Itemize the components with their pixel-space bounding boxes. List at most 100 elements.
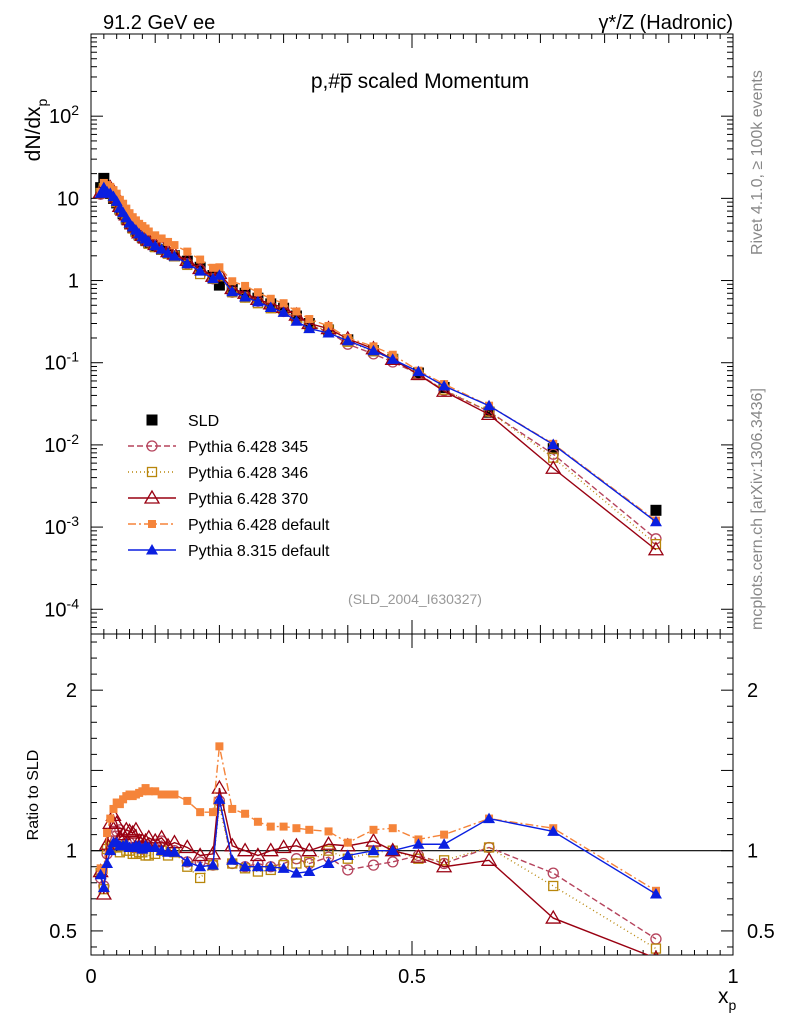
ratio-point-p6def [183,796,192,805]
data-point-p6def [125,209,134,218]
ratio-point-p370 [480,852,498,866]
legend-label-p370: Pythia 6.428 370 [188,491,308,508]
ratio-point-p8def [94,868,107,880]
ratio-point-p6def [109,804,118,813]
data-point-p6def [279,299,288,308]
data-point-p6def [122,204,131,213]
legend-label-p8def: Pythia 8.315 default [188,543,330,560]
legend-marker-p370 [143,489,161,504]
series-line-p345 [99,186,657,540]
ratio-point-p6def [266,822,275,831]
ratio-line-p345 [99,800,657,940]
header-energy-label: 91.2 GeV ee [103,12,215,34]
data-point-p8def [142,235,155,247]
ratio-point-p8def [213,793,226,804]
ratio-point-p8def [97,881,110,893]
ratio-line-p370 [99,787,650,955]
ratio-point-p6def [170,790,179,799]
data-point-p6def [292,307,301,316]
ratio-point-p370 [288,837,305,852]
ratio-point-p6def [208,808,217,817]
data-point-p346 [650,538,662,550]
legend-marker-p8def [146,544,158,555]
data-point-p6def [196,255,205,264]
header-process-label: γ*/Z (Hadronic) [599,12,733,34]
ratio-point-p8def [168,846,181,857]
chart-title: p,#p̅ scaled Momentum [311,70,529,93]
ratio-line-p346 [99,805,657,950]
data-point-p8def [168,250,181,261]
side-label-rivet: Rivet 4.1.0, ≥ 100k events [749,70,766,255]
ratio-point-p6def [324,827,333,836]
ratio-point-p6def [196,808,205,817]
legend-marker-p346 [146,466,158,478]
data-point-p8def [251,295,264,307]
ratio-point-p370 [410,848,427,863]
ratio-point-p370 [435,858,453,873]
y-tick-label: 10-3 [44,513,79,539]
ratio-point-p8def [277,862,290,873]
series-line-p346 [100,187,657,545]
ratio-point-p370 [262,842,279,857]
ratio-point-p6def [215,742,224,751]
ratio-point-p370 [95,885,112,900]
data-point-p8def [277,306,290,317]
ratio-point-p8def [239,860,252,872]
data-point-p8def [303,322,316,334]
data-point-p6def [215,263,224,272]
ratio-point-p6def [292,824,301,833]
ratio-line-p6def [100,746,657,892]
side-label-mcplots: mcplots.cern.ch [arXiv:1306.3436] [749,388,766,630]
ratio-point-p6def [388,824,397,833]
ratio-point-p6def [440,830,449,839]
ratio-point-p8def [367,844,380,856]
ratio-point-p6def [369,825,378,834]
ratio-point-p6def [157,790,166,799]
x-tick-label: 1 [727,966,738,988]
ratio-point-p370 [127,821,145,836]
ratio-point-p8def [101,857,114,869]
data-point-p6def [183,247,192,256]
ratio-y-tick-label-right: 2 [747,680,758,702]
data-point-p8def [181,257,194,269]
data-point-p8def [149,239,162,251]
ratio-point-p8def [483,812,496,824]
ratio-point-p6def [343,838,352,847]
ratio-y-tick-label: 2 [66,680,77,702]
ratio-point-p346 [650,943,662,954]
data-point-SLD [650,504,662,516]
ratio-point-p345 [342,864,354,876]
data-point-p6def [112,189,121,198]
data-point-p6def [266,294,275,303]
data-point-p370 [480,406,498,421]
ratio-point-p8def [412,838,425,849]
data-point-p8def [367,344,380,356]
ratio-point-p370 [153,829,170,844]
data-point-p8def [155,243,168,254]
ratio-point-p6def [151,787,160,796]
ratio-point-p370 [275,839,292,854]
ratio-point-p8def [226,854,239,865]
series-line-p370 [100,186,657,551]
ratio-y-tick-label-right: 0.5 [747,921,775,943]
legend-label-p345: Pythia 6.428 345 [188,439,308,456]
data-point-p8def [322,326,335,338]
ratio-point-p8def [149,841,162,852]
legend-marker-SLD [146,414,158,426]
ratio-point-p8def [322,857,335,869]
data-point-p6def [119,199,128,208]
ratio-y-tick-label: 0.5 [49,921,77,943]
data-point-p6def [144,227,153,236]
ratio-y-axis-label: Ratio to SLD [25,750,42,841]
ratio-y-tick-label: 1 [66,841,77,863]
data-point-p370 [647,541,665,556]
ratio-point-p370 [192,847,209,862]
ratio-point-p346 [323,845,334,856]
ratio-plot-panel: 0.5 0.5 1 1 2 2 0 0.5 1 Ratio to SLD xp [25,633,775,1013]
ratio-point-p8def [206,859,219,870]
data-point-p8def [194,265,207,276]
y-tick-label: 10-2 [44,431,79,457]
ratio-point-p8def [341,849,354,860]
ratio-point-p345 [387,856,399,868]
